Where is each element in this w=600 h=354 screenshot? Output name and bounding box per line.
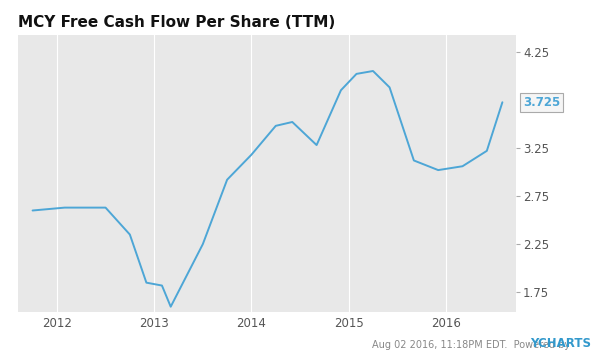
Text: MCY Free Cash Flow Per Share (TTM): MCY Free Cash Flow Per Share (TTM) bbox=[18, 15, 335, 30]
Text: Aug 02 2016, 11:18PM EDT.  Powered by: Aug 02 2016, 11:18PM EDT. Powered by bbox=[372, 340, 570, 350]
Text: YCHARTS: YCHARTS bbox=[530, 337, 591, 350]
Text: 3.725: 3.725 bbox=[523, 96, 560, 109]
